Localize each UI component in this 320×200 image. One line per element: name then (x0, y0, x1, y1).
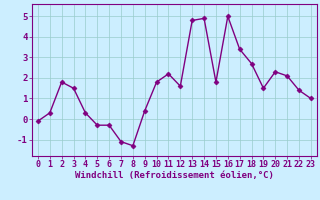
X-axis label: Windchill (Refroidissement éolien,°C): Windchill (Refroidissement éolien,°C) (75, 171, 274, 180)
